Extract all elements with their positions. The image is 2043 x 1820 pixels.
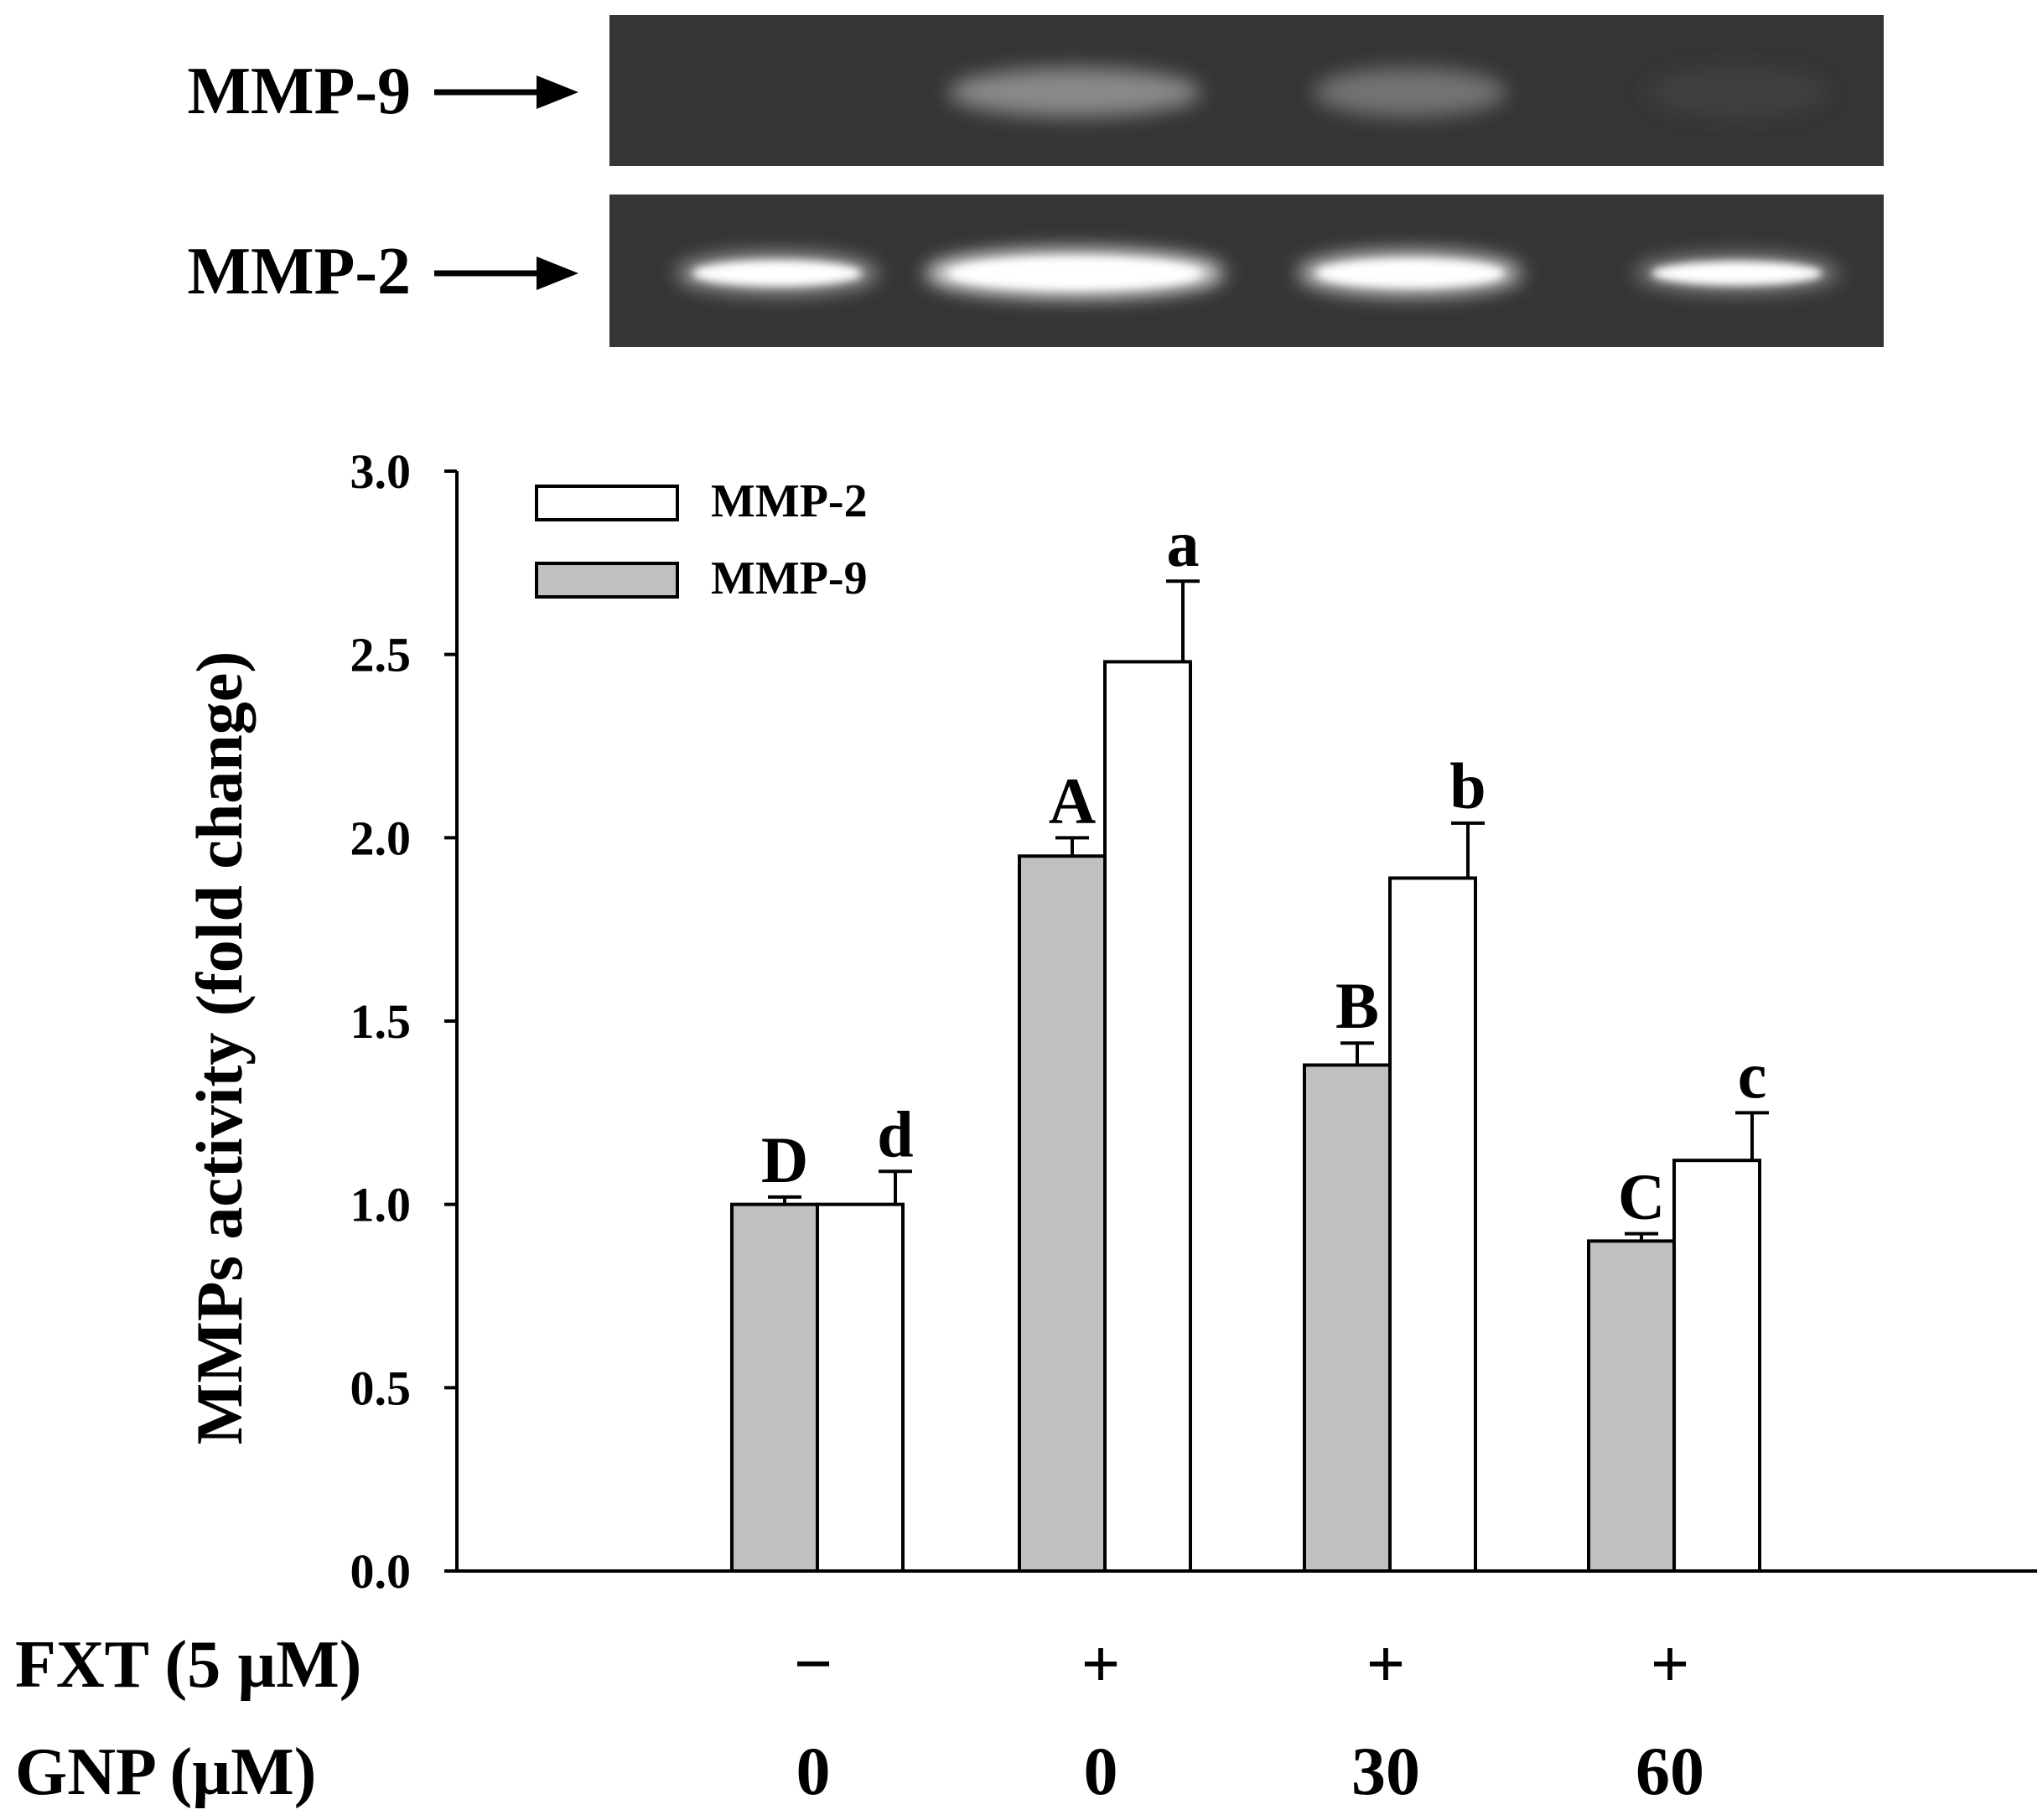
- significance-letter: d: [877, 1097, 913, 1170]
- significance-letter: B: [1335, 969, 1379, 1042]
- y-tick-label: 1.0: [350, 1178, 412, 1232]
- condition-label-fxt: FXT (5 µM): [15, 1628, 361, 1702]
- bar-mmp-2: [1103, 660, 1192, 1573]
- gel-label-mmp9: MMP-9: [187, 54, 411, 128]
- condition-value-gnp: 0: [796, 1733, 831, 1809]
- legend-swatch-mmp9: [535, 562, 679, 599]
- condition-value-gnp: 30: [1351, 1733, 1420, 1809]
- y-tick-label: 2.0: [350, 811, 412, 865]
- y-tick-label: 0.5: [350, 1361, 412, 1415]
- legend-swatch-mmp2: [535, 485, 679, 521]
- y-axis: 0.0 0.5 1.0 1.5 2.0 2.5 3.0: [350, 444, 457, 1599]
- bar-mmp-9: [1303, 1063, 1392, 1573]
- condition-value-gnp: 60: [1636, 1733, 1704, 1809]
- bar-mmp-9: [1018, 854, 1107, 1573]
- y-tick-label: 3.0: [350, 444, 412, 499]
- legend-label-mmp2: MMP-2: [711, 475, 868, 527]
- condition-value-fxt: +: [1366, 1626, 1406, 1702]
- condition-value-fxt: +: [1651, 1626, 1690, 1702]
- gel-band: [1646, 68, 1828, 117]
- bar-mmp-2: [1672, 1159, 1761, 1573]
- legend: MMP-2 MMP-9: [535, 475, 868, 604]
- condition-value-gnp: 0: [1084, 1733, 1118, 1809]
- gel-band-core: [1316, 259, 1504, 288]
- arrow-icon: [434, 257, 578, 290]
- significance-letter: a: [1167, 507, 1200, 580]
- significance-letter: b: [1449, 749, 1486, 822]
- y-axis-label: MMPs activity (fold change): [183, 651, 256, 1445]
- significance-letter: c: [1738, 1039, 1767, 1112]
- condition-value-fxt: +: [1081, 1626, 1121, 1702]
- condition-label-gnp: GNP (µM): [15, 1735, 316, 1809]
- bar-mmp-2: [1388, 876, 1477, 1573]
- arrow-icon: [434, 75, 578, 109]
- gel-image: MMP-9 MMP-2: [187, 15, 1884, 347]
- y-tick-label: 2.5: [350, 628, 412, 682]
- bar-chart: MMPs activity (fold change) 0.0 0.5 1.0 1.5…: [15, 444, 2037, 1809]
- bar-mmp-9: [730, 1202, 819, 1573]
- condition-table: FXT (5 µM) GNP (µM) − + + +0 0 30 60: [15, 1626, 1704, 1809]
- gel-band: [1314, 68, 1506, 117]
- gel-band-core: [1652, 261, 1823, 286]
- significance-letter: C: [1618, 1160, 1665, 1233]
- significance-letter: A: [1049, 764, 1096, 837]
- gel-band-core: [692, 261, 862, 286]
- gel-label-mmp2: MMP-2: [187, 235, 411, 309]
- legend-label-mmp9: MMP-9: [711, 552, 868, 604]
- gel-band-core: [949, 258, 1200, 288]
- significance-letter: D: [761, 1123, 808, 1196]
- bar-mmp-9: [1587, 1239, 1676, 1574]
- y-tick-label: 1.5: [350, 994, 412, 1049]
- bar-mmp-2: [816, 1202, 905, 1573]
- gel-band: [948, 68, 1201, 117]
- condition-value-fxt: −: [794, 1626, 833, 1702]
- y-tick-label: 0.0: [350, 1544, 412, 1599]
